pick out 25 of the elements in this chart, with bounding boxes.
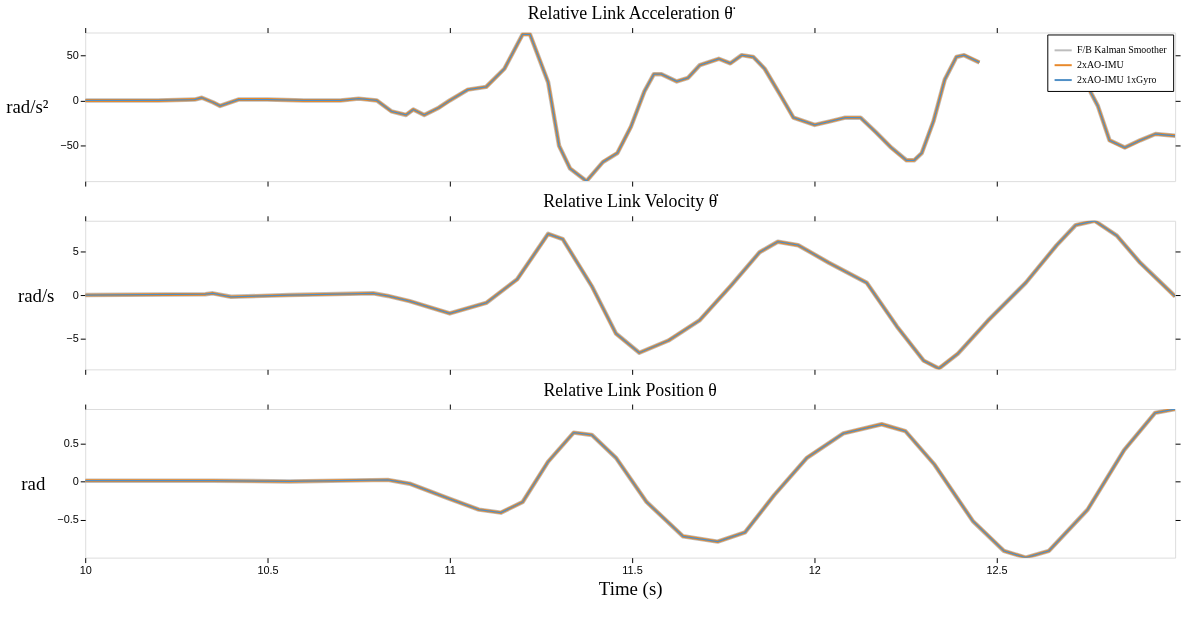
chart-title: Relative Link Velocity θ̇ xyxy=(543,191,719,212)
y-tick-label: −5 xyxy=(66,332,79,345)
y-axis-title: rad xyxy=(21,472,46,494)
legend-label: 2xAO-IMU 1xGyro xyxy=(1077,74,1157,86)
x-tick-label: 12 xyxy=(808,563,821,576)
y-tick-label: 0 xyxy=(72,474,79,487)
chart-title: Relative Link Position θ xyxy=(543,379,717,400)
legend-label: 2xAO-IMU xyxy=(1077,59,1124,71)
x-axis-title: Time (s) xyxy=(598,577,663,600)
x-tick-label: 12.5 xyxy=(986,563,1008,576)
y-tick-label: 50 xyxy=(66,48,79,61)
y-tick-label: −0.5 xyxy=(57,512,79,525)
y-tick-label: 5 xyxy=(72,244,79,257)
y-tick-label: 0 xyxy=(72,93,79,106)
chart-title: Relative Link Acceleration θ̈ xyxy=(527,3,736,24)
y-axis-title: rad/s² xyxy=(6,96,49,118)
x-tick-label: 11 xyxy=(444,563,456,576)
x-tick-label: 11.5 xyxy=(622,563,643,576)
x-tick-label: 10 xyxy=(79,563,92,576)
y-tick-label: 0 xyxy=(72,288,79,301)
y-tick-label: −50 xyxy=(60,139,79,152)
y-tick-label: 0.5 xyxy=(63,436,79,449)
x-tick-label: 10.5 xyxy=(257,563,279,576)
y-axis-title: rad/s xyxy=(17,284,55,306)
legend-label: F/B Kalman Smoother xyxy=(1077,44,1168,56)
